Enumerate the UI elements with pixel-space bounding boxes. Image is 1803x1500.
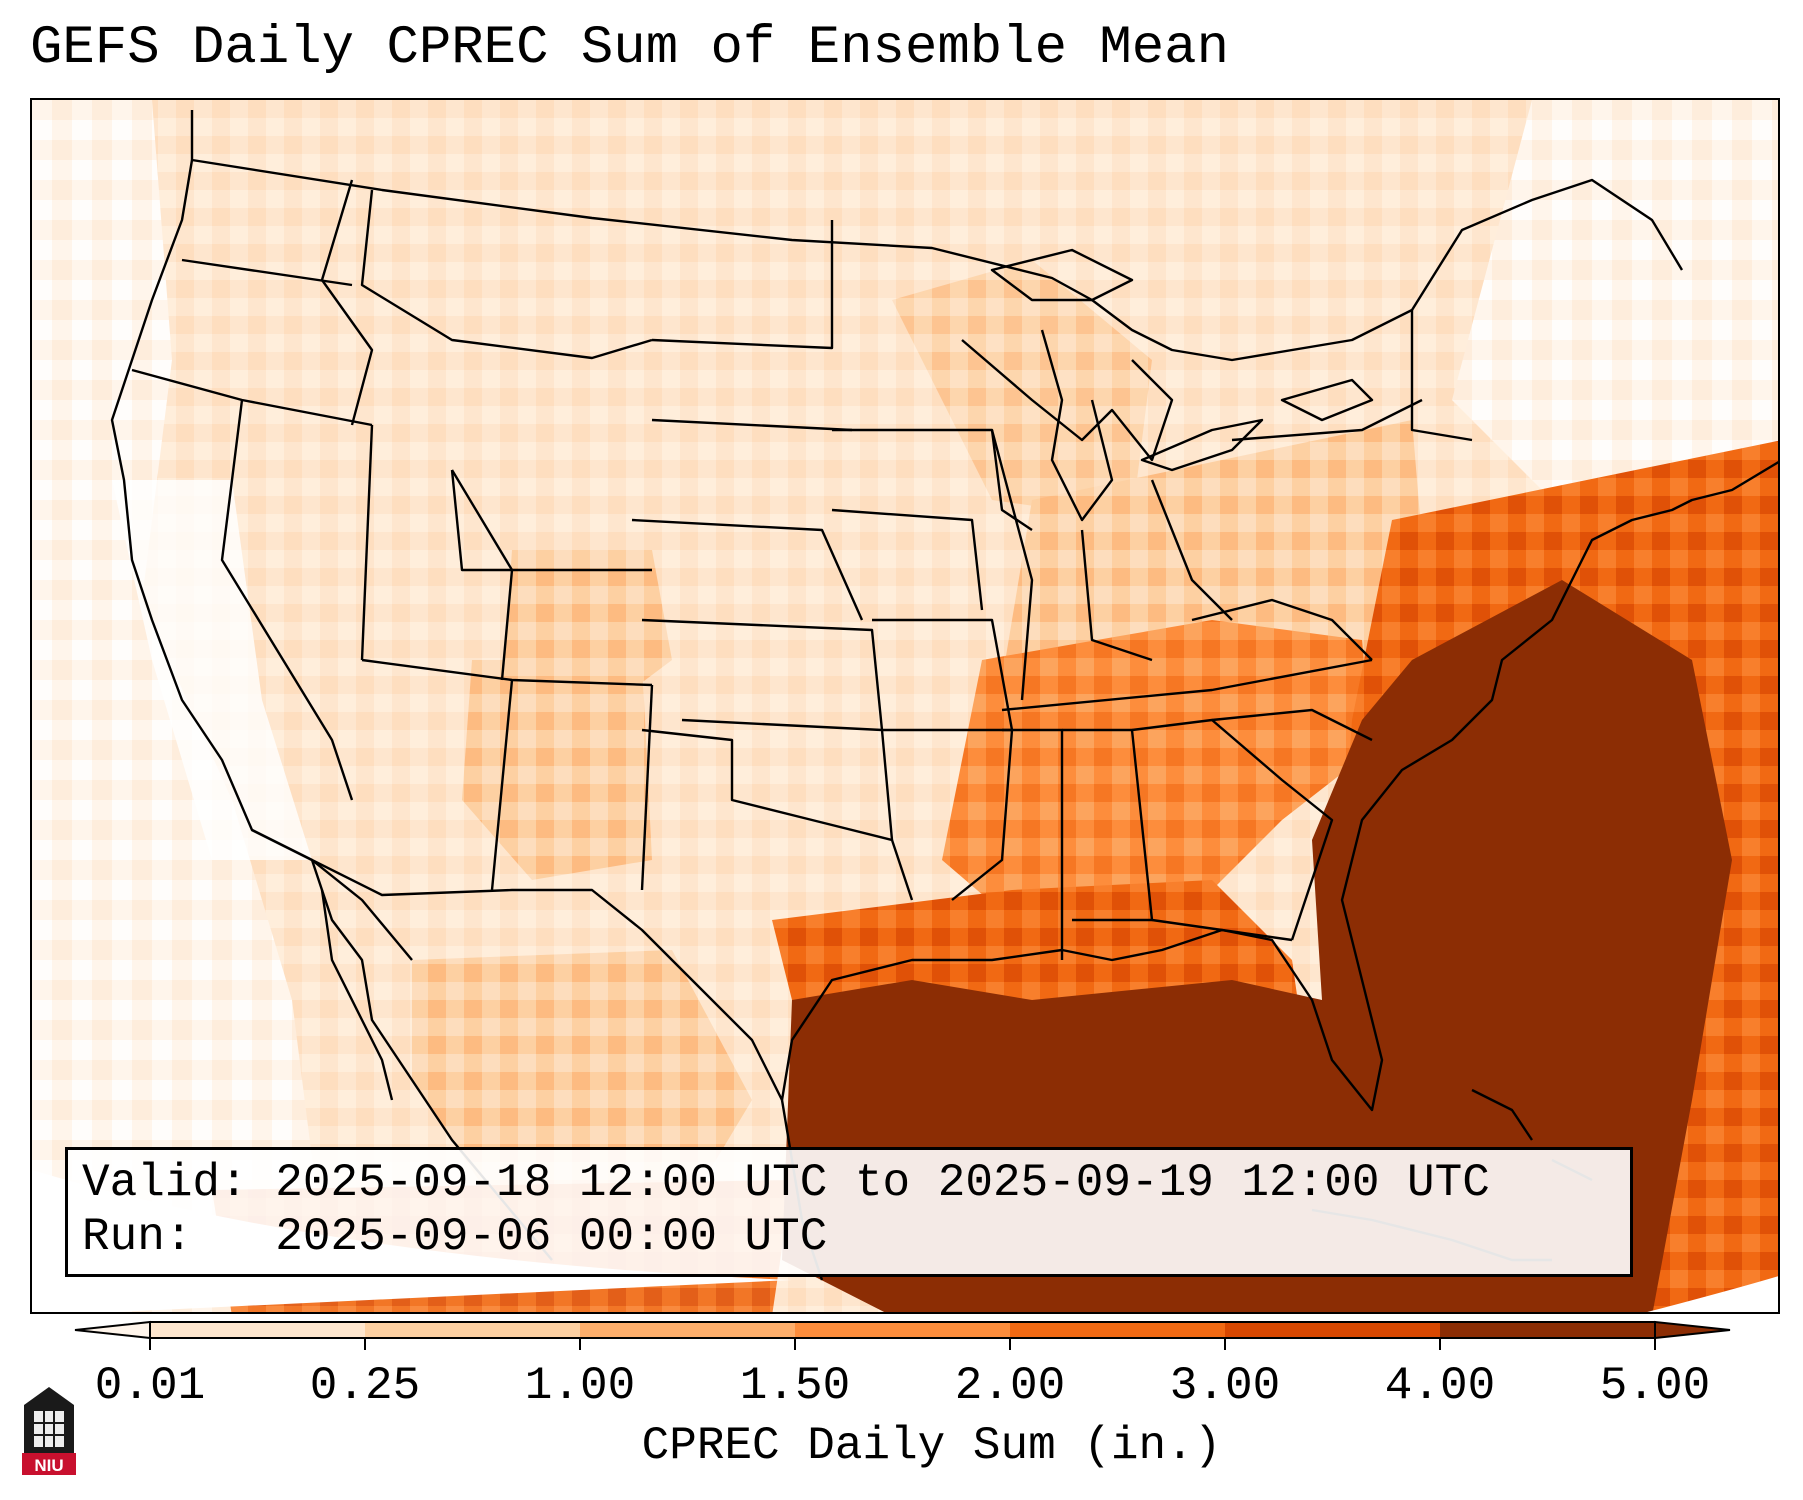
niu-logo: NIU — [22, 1387, 76, 1475]
in-oh — [1080, 529, 1153, 662]
baja — [320, 889, 394, 1101]
colorbar-swatch — [1225, 1322, 1441, 1338]
colorbar-swatch — [150, 1322, 366, 1338]
lake-michigan — [1040, 329, 1114, 522]
valid-row: Valid: 2025-09-18 12:00 UTC to 2025-09-1… — [82, 1156, 1630, 1210]
field-southeast — [942, 620, 1372, 920]
field-white-west — [112, 480, 312, 860]
or-ca — [131, 368, 373, 427]
az-nm — [490, 679, 514, 891]
colorbar-swatches — [149, 1321, 1656, 1339]
il-in — [990, 429, 1034, 701]
colorbar-tick-label: 1.50 — [739, 1360, 851, 1412]
ny-ne — [1410, 310, 1473, 442]
logo-window — [34, 1411, 64, 1447]
wv-va — [1191, 598, 1373, 661]
logo-banner — [22, 1453, 76, 1475]
run-row: Run: 2025-09-06 00:00 UTC — [82, 1210, 1630, 1264]
colorbar-extend-high — [1654, 1320, 1731, 1340]
lake-superior — [990, 248, 1134, 302]
co-nm — [500, 569, 514, 681]
ks-ok — [641, 618, 884, 731]
lake-ontario — [1280, 378, 1374, 422]
colorbar-tick-label: 2.00 — [954, 1360, 1066, 1412]
colorbar-swatch — [1010, 1322, 1226, 1338]
valid-label: Valid: — [82, 1157, 248, 1209]
fl-ga — [1151, 918, 1293, 942]
field-heavy-max — [782, 580, 1732, 1312]
run-value: 2025-09-06 00:00 UTC — [275, 1211, 828, 1263]
border-us-canada — [190, 110, 1684, 362]
border-us-mexico — [251, 828, 784, 1101]
tn-ky — [1001, 658, 1373, 712]
lake-erie — [1140, 418, 1264, 472]
id — [320, 179, 374, 426]
mo-ar — [872, 618, 1014, 731]
projection-corner-right — [1647, 1276, 1778, 1312]
colorbar-swatch — [580, 1322, 796, 1338]
colorbar-swatch — [365, 1322, 581, 1338]
nc-sc — [1211, 708, 1373, 742]
colorbar-tick-label: 0.01 — [94, 1360, 206, 1412]
colorbar-tick-label: 1.00 — [524, 1360, 636, 1412]
ia-mo — [831, 508, 984, 611]
colorbar-tick-label: 5.00 — [1599, 1360, 1711, 1412]
logo-text: NIU — [34, 1456, 63, 1475]
field-northeast-pale — [1452, 100, 1778, 520]
ne-ks — [631, 518, 864, 621]
ar-la — [882, 728, 1014, 901]
colorbar-swatch — [795, 1322, 1011, 1338]
coast-gulf — [780, 461, 1778, 1112]
colorbar-label: CPREC Daily Sum (in.) — [641, 1420, 1222, 1472]
colorbar-ticks — [149, 1338, 1656, 1350]
tx-panhandle — [641, 728, 914, 901]
nd-sd — [651, 220, 834, 350]
colorbar-swatch — [1440, 1322, 1656, 1338]
nv-ut — [360, 424, 374, 661]
valid-value: 2025-09-18 12:00 UTC to 2025-09-19 12:00… — [275, 1157, 1490, 1209]
run-label: Run: — [82, 1211, 193, 1263]
ut-co — [450, 469, 514, 571]
valid-run-box: Valid: 2025-09-18 12:00 UTC to 2025-09-1… — [65, 1147, 1633, 1277]
nm-tx — [640, 684, 654, 891]
precip-map — [30, 98, 1780, 1314]
precip-map-svg — [32, 100, 1778, 1312]
pa-ny — [1231, 398, 1423, 442]
sd-ne — [651, 418, 853, 432]
colorbar — [74, 1320, 1731, 1350]
ga — [1131, 718, 1334, 941]
al — [1062, 728, 1154, 922]
ca-nv — [220, 399, 354, 801]
oh-pa — [1150, 479, 1233, 621]
mt-wy — [360, 189, 653, 360]
colorbar-tick-label: 0.25 — [309, 1360, 421, 1412]
colorbar-extend-low — [74, 1320, 151, 1340]
logo-grid — [34, 1411, 64, 1447]
colorbar-tick-label: 4.00 — [1384, 1360, 1496, 1412]
colorbar-tick-label: 3.00 — [1169, 1360, 1281, 1412]
field-mexico — [412, 950, 752, 1200]
wi-mi — [961, 339, 1174, 462]
map-title: GEFS Daily CPREC Sum of Ensemble Mean — [30, 18, 1229, 79]
wy-co — [450, 469, 652, 572]
